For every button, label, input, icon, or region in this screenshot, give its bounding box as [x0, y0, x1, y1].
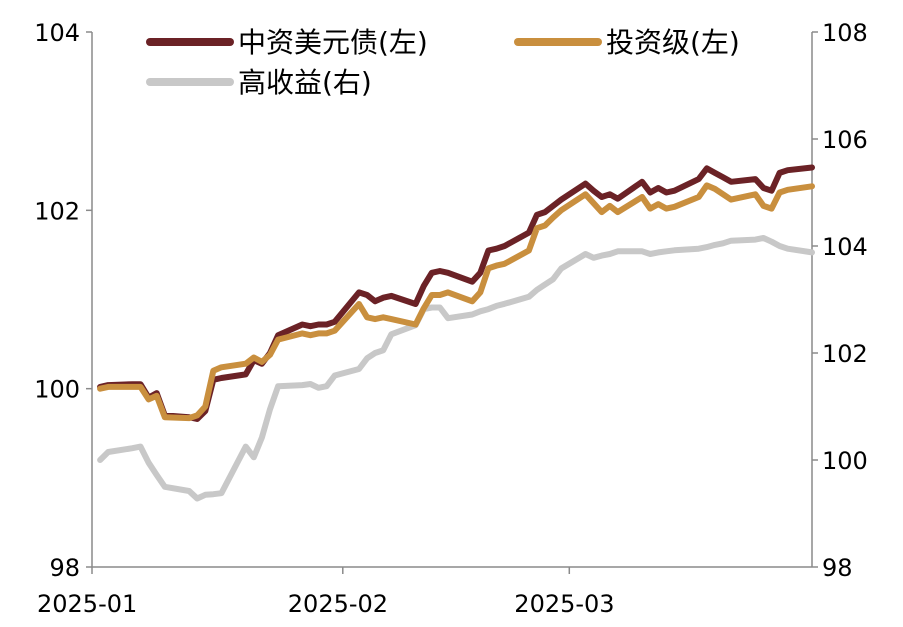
right-tick-label: 108: [822, 19, 868, 47]
x-tick-label: 2025-02: [288, 590, 388, 618]
right-tick-label: 104: [822, 233, 868, 261]
series-line-1: [97, 182, 815, 422]
x-tick-label: 2025-03: [514, 590, 614, 618]
x-tick-label: 2025-01: [37, 590, 137, 618]
series-line-2: [97, 235, 815, 502]
left-tick-label: 104: [34, 19, 80, 47]
series-line-0: [97, 164, 815, 422]
legend: 中资美元债(左) 投资级(左) 高收益(右): [146, 26, 740, 99]
legend-label-2: 高收益(右): [238, 66, 372, 99]
left-tick-label: 98: [49, 554, 80, 582]
right-tick-label: 100: [822, 447, 868, 475]
legend-label-1: 投资级(左): [606, 26, 740, 59]
left-y-ticks: 98 100 102 104: [34, 19, 92, 582]
right-tick-label: 102: [822, 340, 868, 368]
x-ticks: 2025-01 2025-02 2025-03: [37, 567, 615, 618]
series-layer: [97, 164, 815, 502]
legend-label-0: 中资美元债(左): [238, 26, 428, 59]
left-tick-label: 102: [34, 197, 80, 225]
right-tick-label: 106: [822, 126, 868, 154]
left-tick-label: 100: [34, 376, 80, 404]
right-y-ticks: 98 100 102 104 106 108: [812, 19, 868, 582]
right-tick-label: 98: [822, 554, 853, 582]
axes: [91, 32, 813, 568]
